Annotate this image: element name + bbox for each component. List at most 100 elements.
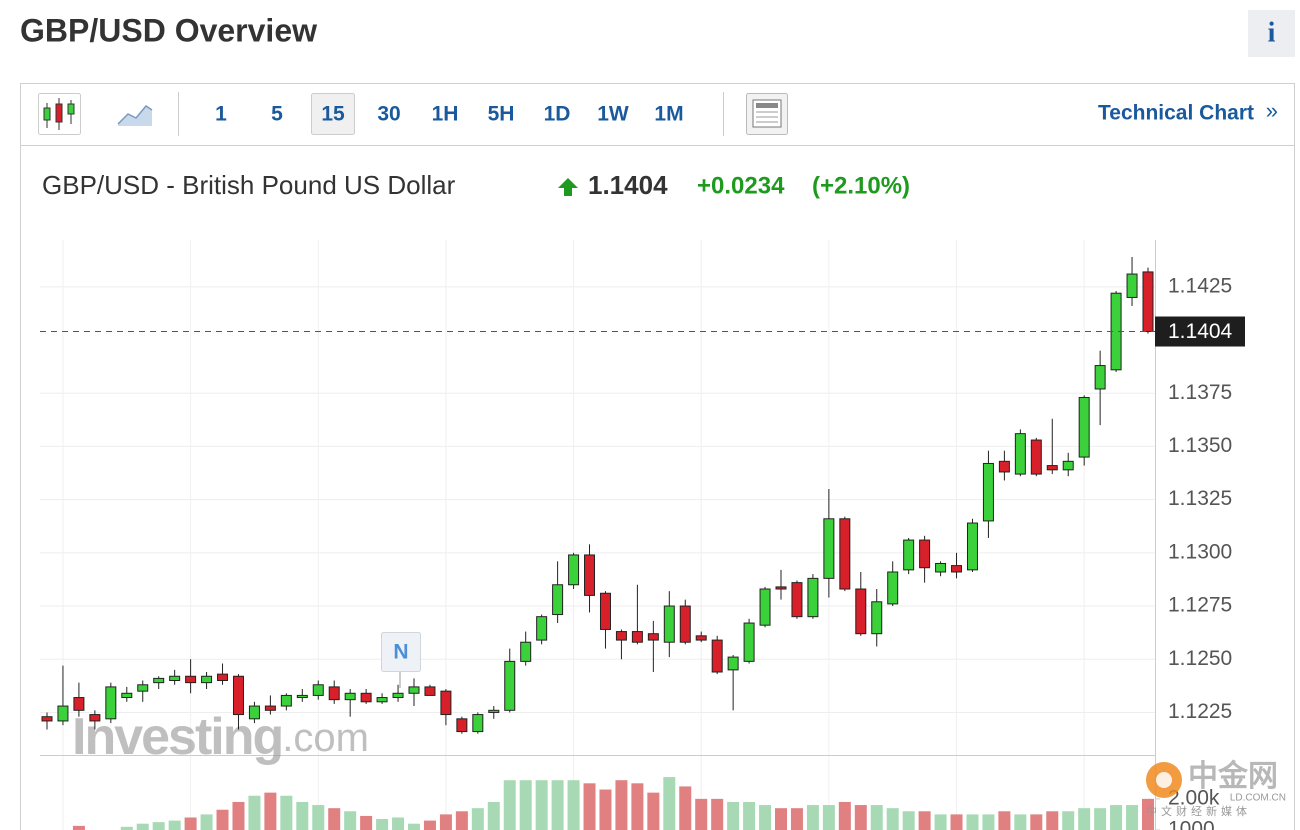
volume-bar [870,805,883,830]
volume-bar [423,820,436,830]
volume-bar [455,811,468,830]
volume-bar [583,783,596,830]
interval-button[interactable]: 1D [544,103,571,126]
volume-bar [232,801,245,830]
candle-body [328,686,340,701]
interval-button[interactable]: 1W [597,103,629,126]
icon-body [55,103,63,123]
candle-body [504,660,516,711]
candle-body [376,697,388,703]
volume-bar [1030,814,1043,830]
info-button-bg[interactable] [1248,10,1295,57]
volume-bar [631,783,644,830]
volume-bar [312,805,325,830]
candle-body [966,522,978,571]
candle-body [73,697,85,711]
candle-body [217,673,229,682]
logo-site: LD.COM.CN [1230,793,1286,804]
interval-selected[interactable] [311,93,355,135]
volume-bar [934,814,947,830]
info-button[interactable]: i [1268,17,1276,48]
candle-body [1078,396,1090,458]
candle-body [903,539,915,571]
area-type-button[interactable] [117,105,153,126]
candle-body [679,605,691,643]
volume-bar [216,809,229,830]
volume-bar [822,805,835,830]
y-tick-label: 1.1350 [1168,434,1232,457]
volume-bar [1078,808,1091,830]
candle-body [1094,365,1106,390]
percent-change: (+2.10%) [812,172,910,199]
volume-bar [1142,798,1154,830]
candle-body [695,635,707,641]
candle-body [887,571,899,605]
candle-body [344,692,356,701]
volume-bar [599,789,612,830]
candle-body [982,462,994,522]
interval-button[interactable]: 1M [654,103,683,126]
volume-bar [998,811,1011,830]
candle-body [807,577,819,618]
interval-group: 1 5 15 30 1H 5H 1D 1W 1M [215,93,684,135]
volume-bar [471,808,484,830]
candle-body [711,639,723,673]
candle-body [312,684,324,696]
candle-body [424,686,436,696]
last-price-label: 1.1404 [1168,320,1233,343]
candle-body [568,554,580,586]
link-arrow[interactable]: » [1266,98,1278,123]
candle-body [615,631,627,641]
logo-name: 中金网 [1188,759,1278,793]
news-marker-label: N [393,641,408,664]
candle-body [408,686,420,694]
y-tick-label: 1.1275 [1168,594,1232,617]
volume-bar [966,814,979,830]
candle-body [552,584,564,616]
interval-button[interactable]: 5 [271,103,283,126]
icon-body [43,107,51,121]
interval-button[interactable]: 15 [321,103,345,126]
candle-body [536,616,548,641]
candle-type-button[interactable] [38,93,81,135]
volume-bar [615,780,628,830]
volume-bar [775,808,787,830]
last-price: 1.1404 [588,170,668,200]
volume-bar [264,792,277,830]
watermark-suffix: .com [282,716,369,760]
interval-button[interactable]: 5H [488,103,515,126]
volume-bar [886,808,899,830]
volume-bar [663,777,676,830]
volume-bar [392,817,405,830]
candle-body [360,692,372,703]
candle-body [647,633,659,641]
volume-bar [902,811,915,830]
volume-bar [1110,805,1123,830]
volume-bar [503,780,516,830]
volume-bar [790,808,803,830]
candle-body [520,641,532,662]
candle-body [201,675,213,684]
news-button[interactable] [746,93,788,135]
y-tick-label: 1.1300 [1168,540,1232,563]
volume-bar [1014,814,1027,830]
volume-bar [535,780,548,830]
candle-body [1142,271,1154,333]
volume-bar [759,805,772,830]
y-tick-label: 1.1250 [1168,647,1232,670]
interval-button[interactable]: 1H [432,103,459,126]
candle-body [599,592,611,630]
candle-body [584,554,596,596]
interval-button[interactable]: 1 [215,103,227,126]
candle-body [727,656,739,671]
volume-bar [1046,811,1059,830]
interval-button[interactable]: 30 [377,103,400,126]
volume-bar [280,795,293,830]
volume-bar [982,814,995,830]
candle-body [631,631,643,643]
icon-line [117,105,153,125]
volume-bar [248,795,261,830]
technical-chart-link[interactable]: Technical Chart [1098,102,1254,125]
plot: 1.1225 1.1250 1.1275 1.1300 1.1325 1.1350 1.13… [40,240,1286,830]
volume-bar [519,780,532,830]
